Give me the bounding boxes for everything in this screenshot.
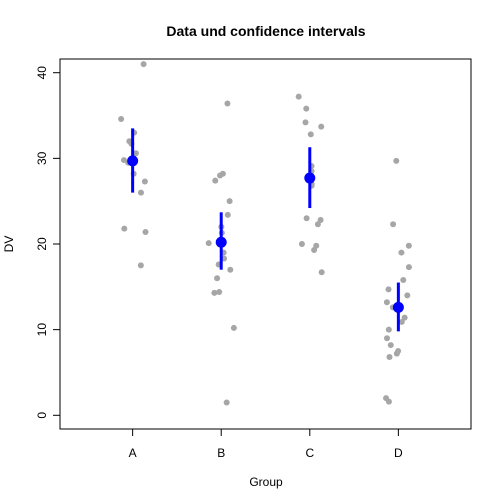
x-axis: A B C D [129,429,403,460]
data-point-D [398,318,405,325]
data-point-D [387,342,394,349]
x-axis-label: Group [249,475,283,489]
data-point-B [223,399,230,406]
y-tick-label-20: 20 [35,237,49,251]
data-point-A [121,225,128,232]
data-point-D [398,249,405,256]
data-point-A [142,229,149,236]
y-axis-label: DV [2,236,16,253]
data-point-C [318,269,325,276]
data-point-A [140,61,147,68]
data-point-D [385,286,392,293]
data-point-B [205,240,212,247]
data-point-B [211,289,218,296]
data-point-C [298,241,305,247]
y-tick-label-30: 30 [35,151,49,165]
data-point-D [404,292,411,299]
confidence-intervals [127,128,404,332]
y-tick-label-10: 10 [35,323,49,337]
mean-point-A [127,155,139,167]
data-point-D [385,398,392,405]
data-point-B [216,288,223,295]
data-point-C [311,246,318,253]
data-point-B [224,100,231,107]
data-point-D [401,314,408,321]
data-point-A [137,262,144,269]
data-point-C [303,105,310,112]
data-point-B [217,172,224,179]
y-tick-label-0: 0 [35,412,49,419]
data-point-B [214,275,221,282]
data-point-D [384,335,391,342]
x-tick-label-D: D [394,446,403,460]
data-point-C [318,123,325,130]
chart-title: Data und confidence intervals [166,23,365,39]
data-point-C [295,93,302,100]
data-point-C [303,215,310,222]
data-point-C [302,119,309,126]
data-points [118,61,412,406]
data-point-D [383,299,390,306]
data-point-C [317,217,324,224]
data-point-A [137,189,144,196]
data-point-D [405,242,412,249]
data-point-B [227,266,234,273]
data-point-A [141,178,148,185]
data-point-B [224,211,231,218]
data-point-B [226,198,233,205]
data-point-A [132,150,139,157]
data-point-D [393,350,400,357]
data-point-B [212,177,219,184]
data-point-D [405,264,412,271]
data-point-D [393,157,400,164]
data-point-B [230,324,237,331]
data-point-C [307,131,314,138]
y-tick-label-40: 40 [35,66,49,80]
mean-point-D [392,301,404,313]
x-tick-label-C: C [305,446,314,460]
data-point-D [390,221,397,228]
mean-point-B [215,236,227,248]
data-point-A [118,115,125,122]
x-tick-label-A: A [129,446,137,460]
mean-point-C [304,172,316,184]
y-axis: 0 10 20 30 40 [35,66,60,419]
x-tick-label-B: B [217,446,225,460]
data-point-D [400,276,407,283]
data-point-C [314,221,321,228]
data-point-D [385,326,392,333]
data-point-D [386,354,393,361]
